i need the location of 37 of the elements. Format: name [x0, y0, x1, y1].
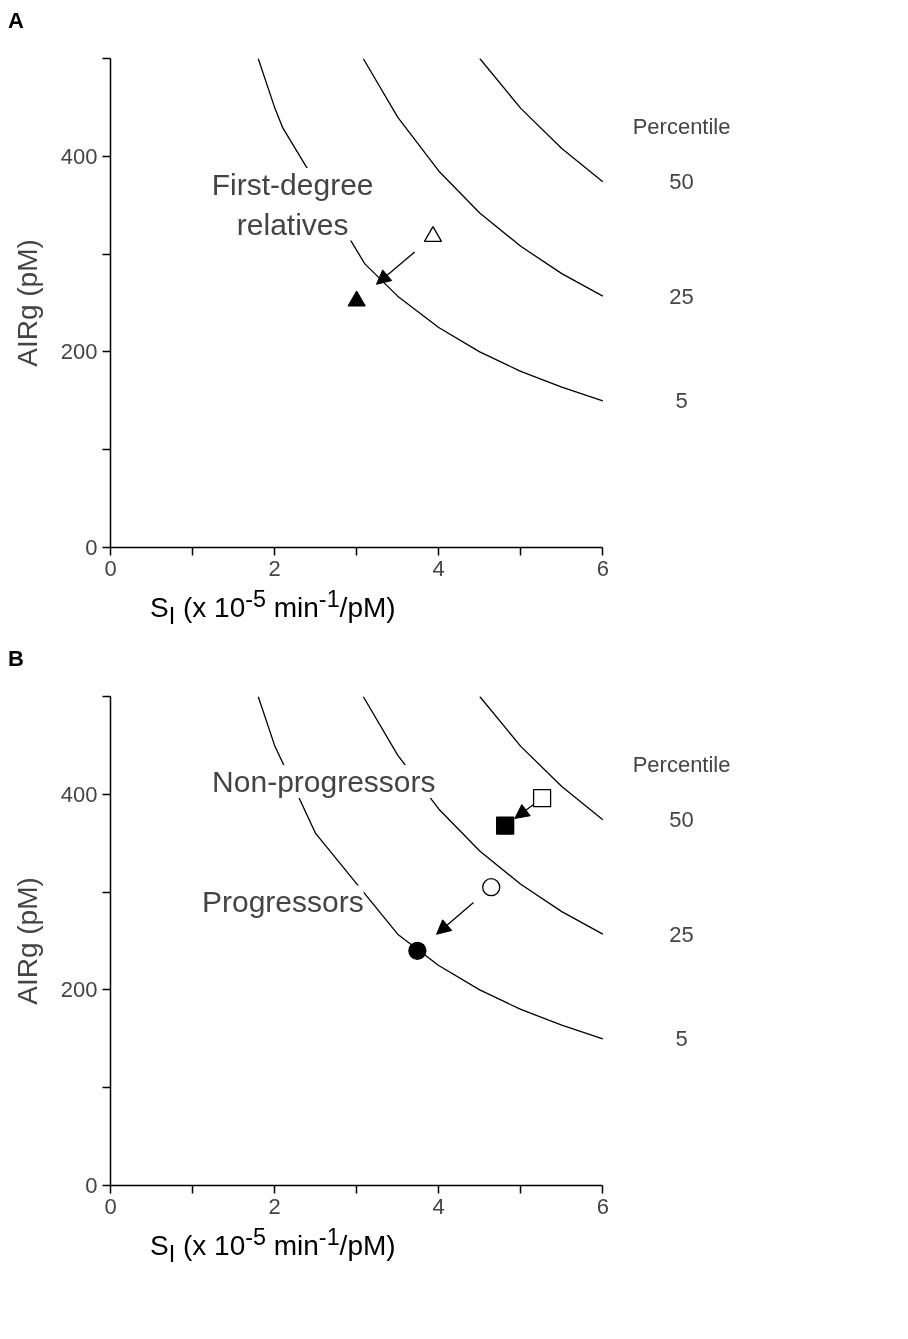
- y-tick-label: 0: [85, 1173, 98, 1198]
- y-axis-title: AIRg (pM): [11, 877, 43, 1005]
- x-tick-label: 4: [432, 1193, 445, 1219]
- text: 5: [675, 1026, 688, 1052]
- x-tick-label: 6: [596, 555, 609, 581]
- text: 25: [669, 283, 694, 309]
- y-tick-label: 400: [60, 781, 98, 807]
- x-tick-label: 0: [104, 1193, 117, 1219]
- x-tick-label: 6: [596, 1193, 609, 1219]
- y-tick-label: 200: [60, 339, 98, 365]
- annotation: First-degree relatives: [211, 167, 374, 241]
- x-axis-title: S$_{I}$ (x 10$^{-5}$ min$^{-1}$/pM): [150, 1223, 396, 1269]
- annotation: Non-progressors: [212, 765, 436, 799]
- y-axis-title: AIRg (pM): [11, 239, 43, 367]
- y-tick-label: 200: [60, 977, 98, 1003]
- text: 50: [669, 169, 694, 195]
- text: 5: [675, 388, 688, 414]
- line-series: [479, 696, 604, 821]
- point: [496, 816, 515, 835]
- legend-title: Percentile: [632, 752, 731, 778]
- x-tick-label: 2: [268, 555, 281, 581]
- y-tick-label: 0: [85, 535, 98, 560]
- point: [482, 878, 501, 897]
- x-tick-label: 4: [432, 555, 445, 581]
- chart-title: A: [8, 8, 24, 33]
- text: 50: [669, 807, 694, 833]
- text: 25: [669, 921, 694, 947]
- point: [408, 941, 427, 960]
- chart-title: B: [8, 646, 24, 671]
- x-tick-label: 0: [104, 555, 117, 581]
- y-tick-label: 400: [60, 143, 98, 169]
- x-tick-label: 2: [268, 1193, 281, 1219]
- x-axis-title: S$_{I}$ (x 10$^{-5}$ min$^{-1}$/pM): [150, 585, 396, 631]
- legend-title: Percentile: [632, 114, 731, 140]
- annotation: Progressors: [201, 885, 364, 919]
- line-series: [479, 58, 604, 183]
- point: [532, 789, 552, 808]
